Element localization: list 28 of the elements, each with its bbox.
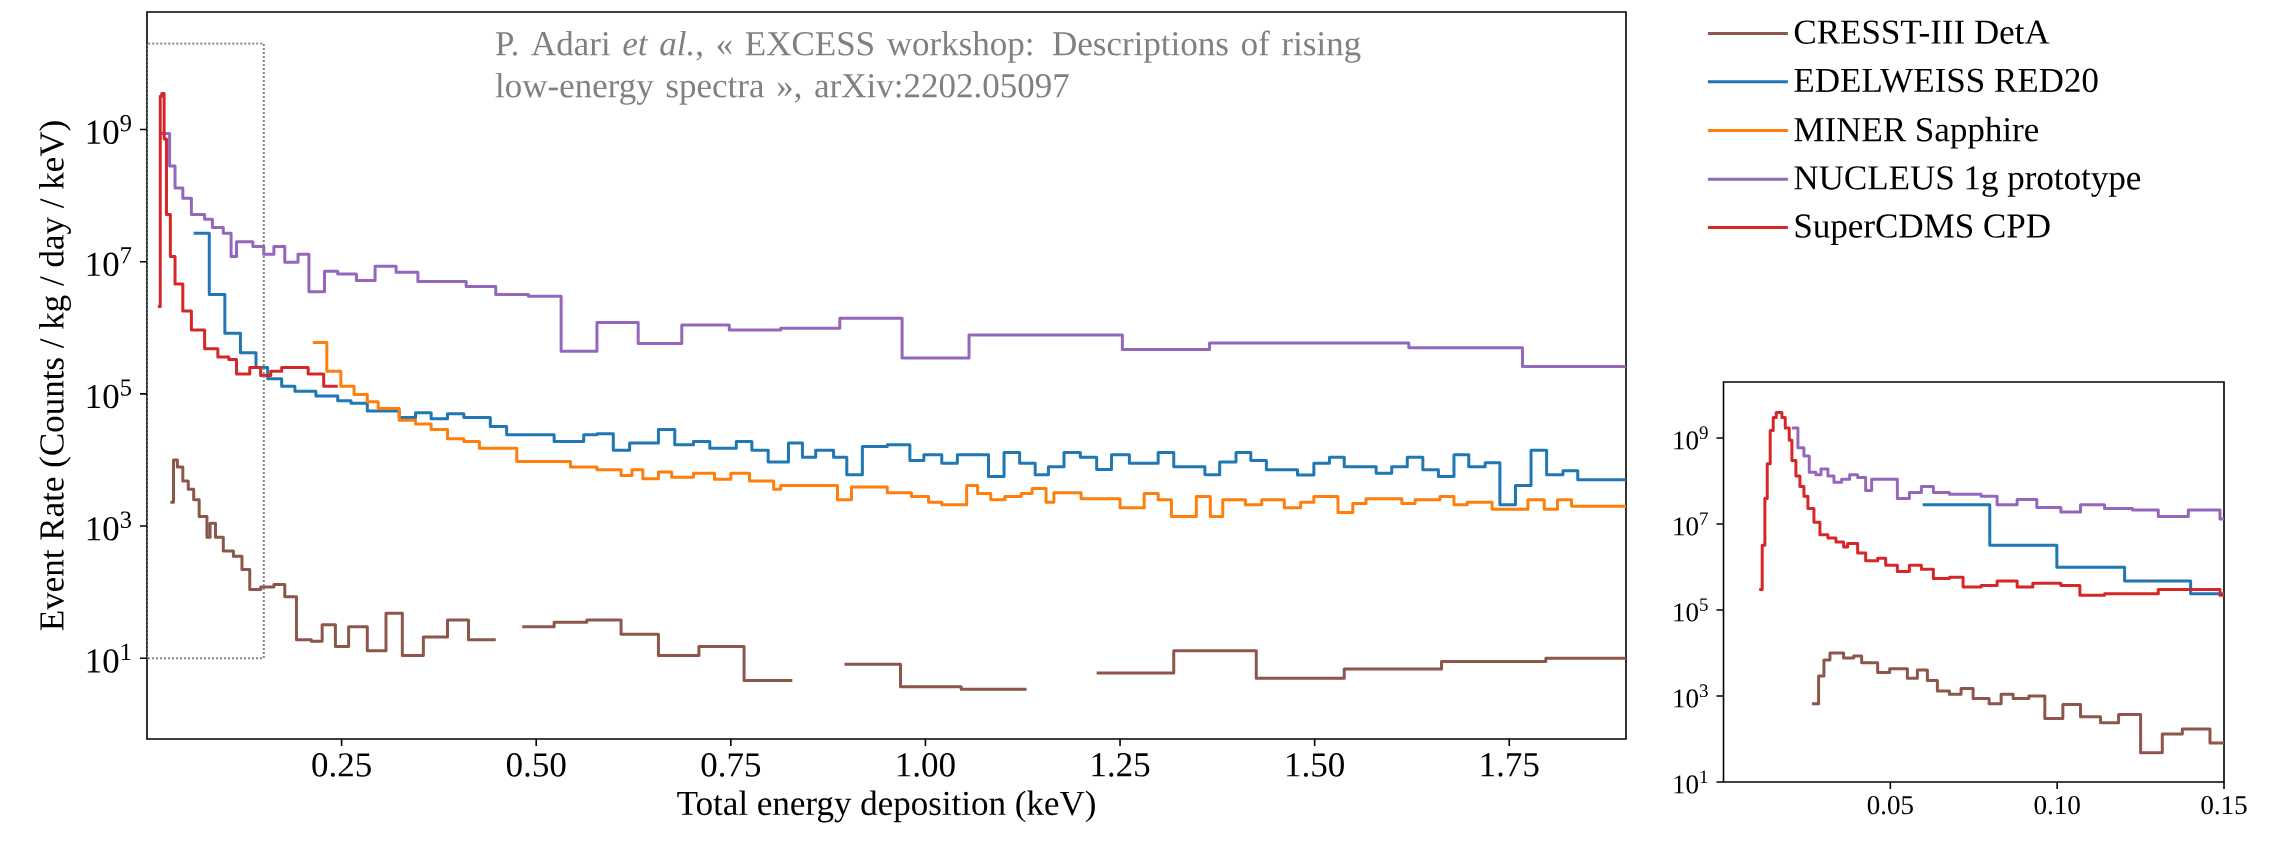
legend-label: NUCLEUS 1g prototype: [1794, 166, 2141, 197]
y-tick-label: 10$^{3}$: [87, 511, 131, 541]
legend-label: CRESST-III DetA: [1794, 20, 2050, 44]
x-tick-label: 0.15: [2201, 796, 2247, 815]
legend-label: MINER Sapphire: [1794, 116, 2039, 149]
y-tick-label: 10$^{1}$: [1674, 770, 1708, 794]
y-tick-label: 10$^{7}$: [1674, 512, 1708, 536]
legend-label: EDELWEISS RED20: [1794, 68, 2098, 93]
x-tick-label: 1.50: [1287, 753, 1344, 777]
y-tick-label: 10$^{9}$: [1674, 426, 1708, 450]
y-axis-title: Event Rate (Counts / kg / day / keV): [39, 121, 71, 631]
x-tick-label: 0.05: [1867, 796, 1913, 815]
y-tick-label: 10$^{9}$: [87, 114, 131, 145]
x-tick-label: 0.25: [312, 753, 371, 777]
x-tick-label: 0.10: [2034, 796, 2080, 815]
y-tick-label: 10$^{1}$: [87, 643, 131, 673]
legend-label: SuperCDMS CPD: [1795, 214, 2050, 245]
x-tick-label: 0.75: [701, 753, 761, 777]
y-tick-label: 10$^{3}$: [1674, 684, 1708, 708]
x-tick-label: 1.75: [1481, 753, 1539, 777]
x-tick-label: 0.50: [506, 753, 566, 777]
x-axis-title: Total energy deposition (keV): [677, 790, 1095, 823]
x-tick-label: 1.00: [897, 753, 955, 777]
y-tick-label: 10$^{5}$: [1674, 598, 1708, 622]
x-tick-label: 1.25: [1092, 753, 1150, 777]
y-tick-label: 10$^{5}$: [87, 379, 131, 409]
y-tick-label: 10$^{7}$: [87, 247, 132, 277]
annotation: P. Adari et al., « EXCESS workshop: Descriptions of rising low-energy spectra », arXiv:2202.05097: [495, 30, 1361, 105]
